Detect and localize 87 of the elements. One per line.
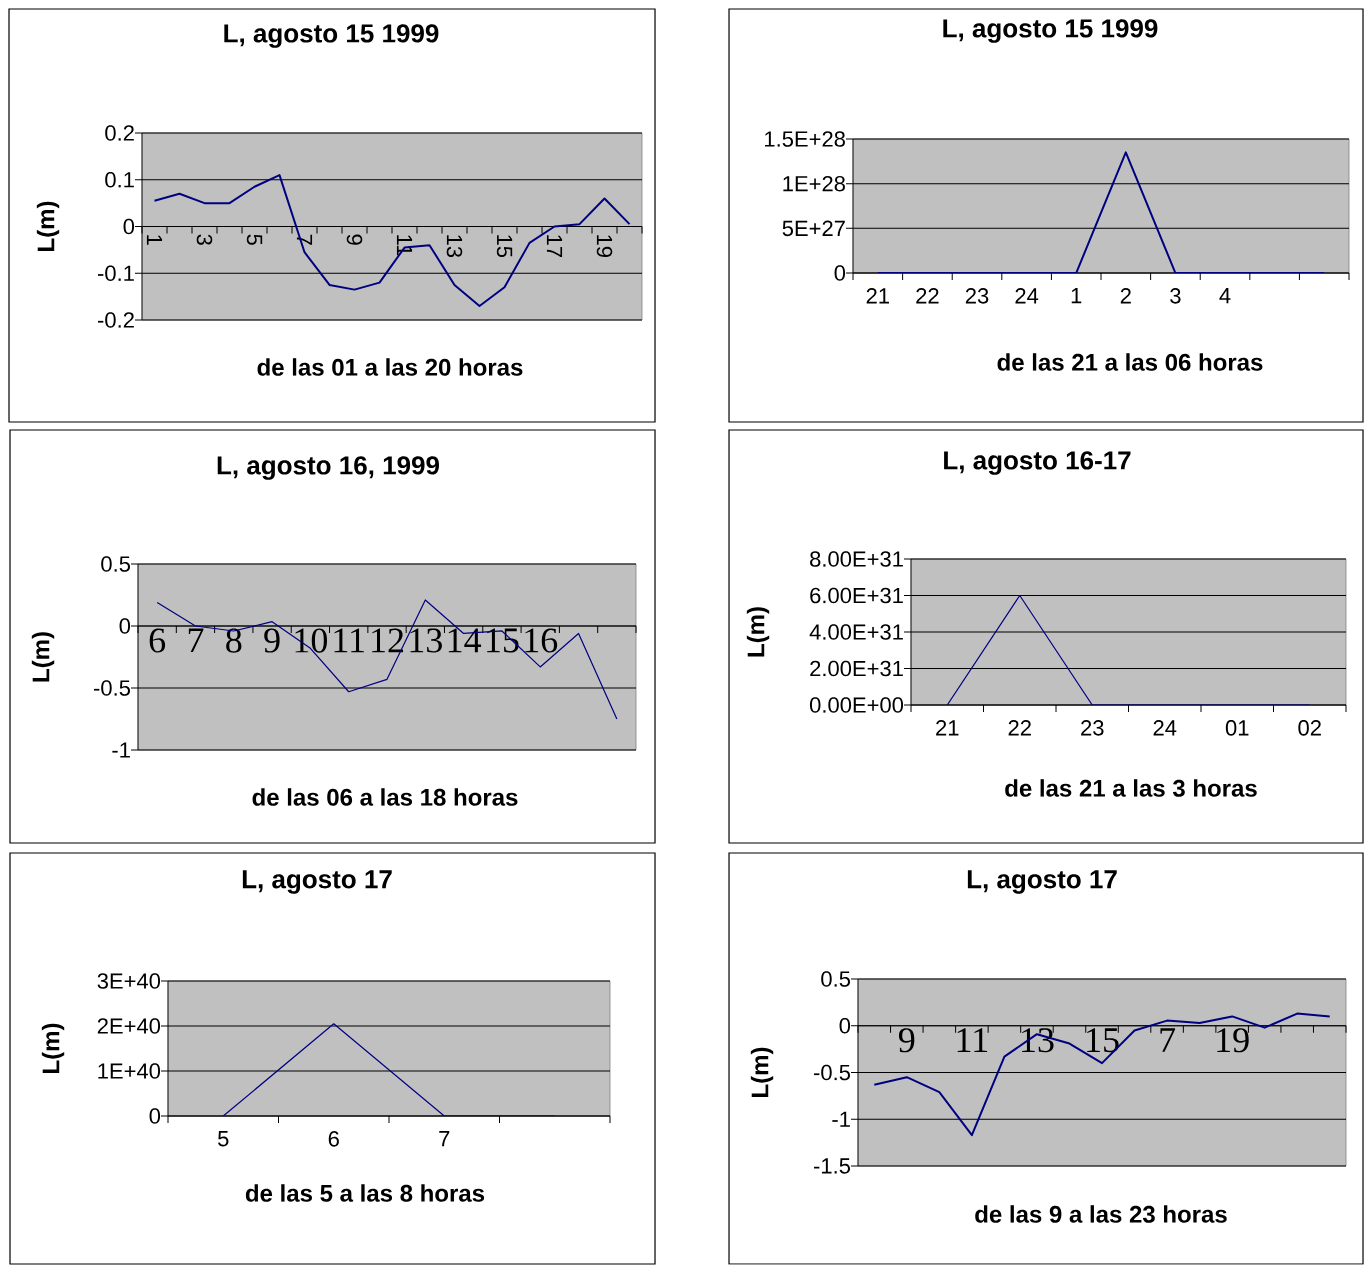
x-axis-title: de las 9 a las 23 horas [975,1205,1227,1223]
y-axis-title: L(m) [750,1047,774,1097]
x-tick-label: 17 [546,235,563,257]
chart-title: L, agosto 15 1999 [224,24,439,48]
x-tick-label: 1 [146,235,163,245]
y-tick-label: 2E+40 [97,1018,161,1034]
x-tick-label: 16 [525,628,558,653]
x-axis-title: de las 5 a las 8 horas [245,1184,485,1202]
y-tick-label: 0.00E+00 [809,697,904,713]
y-tick-label: 3E+40 [97,973,161,989]
chart-title: L, agosto 16, 1999 [217,456,440,480]
x-tick-label: 5 [246,234,263,245]
x-tick-label: 11 [396,235,413,256]
x-tick-label: 9 [898,1028,915,1053]
x-tick-label: 24 [1015,288,1039,304]
x-tick-label: 02 [1298,720,1321,736]
y-tick-label: 0 [119,618,131,634]
y-tick-label: -0.5 [94,680,130,696]
y-tick-label: 0 [834,265,846,281]
x-tick-label: 21 [936,720,959,736]
x-tick-label: 3 [1170,288,1181,304]
x-tick-label: 15 [1087,1028,1119,1053]
chart-title: L, agosto 16-17 [944,451,1131,475]
x-tick-label: 11 [334,628,364,653]
chart-title: L, agosto 17 [967,870,1117,894]
y-tick-label: 1.5E+28 [765,131,845,147]
y-tick-label: 1E+40 [98,1063,161,1079]
x-axis-title: de las 21 a las 06 horas [997,353,1263,371]
y-tick-label: 0.5 [821,971,850,987]
x-tick-label: 22 [1008,720,1031,736]
y-tick-label: 0 [839,1018,851,1034]
x-tick-label: 24 [1153,720,1177,736]
x-tick-label: 19 [596,235,613,258]
x-tick-label: 15 [496,235,513,258]
x-tick-label: 10 [295,628,328,653]
x-tick-label: 2 [1120,288,1131,304]
y-axis-title: L(m) [31,632,55,682]
x-axis-title: de las 21 a las 3 horas [1005,779,1257,797]
x-tick-label: 7 [188,628,204,652]
x-tick-label: 8 [226,628,242,653]
y-tick-label: 0 [149,1108,161,1124]
x-tick-label: 13 [410,628,442,653]
y-tick-label: 1E+28 [783,175,845,192]
x-tick-label: 1 [1071,288,1082,304]
y-tick-label: 5E+27 [782,220,845,237]
y-tick-label: -0.2 [98,312,134,328]
line-series [873,1012,1331,1137]
x-tick-label: 9 [346,234,363,245]
y-tick-label: -1 [832,1111,850,1127]
y-axis-title: L(m) [36,201,60,251]
y-axis-title: L(m) [41,1023,65,1073]
x-tick-label: 01 [1225,720,1249,736]
chart-title: L, agosto 15 1999 [943,19,1158,43]
x-tick-label: 12 [372,628,404,653]
y-tick-label: 8.00E+31 [810,551,903,567]
x-tick-label: 13 [446,235,463,258]
x-tick-label: 11 [957,1028,988,1052]
x-axis-title: de las 01 a las 20 horas [257,358,523,376]
x-tick-label: 7 [296,234,313,245]
x-tick-label: 7 [439,1131,450,1147]
x-tick-label: 23 [1081,720,1104,736]
x-tick-label: 23 [965,288,989,304]
x-tick-label: 9 [264,628,280,653]
x-tick-label: 4 [1219,288,1231,304]
y-tick-label: 0 [123,218,135,235]
y-tick-label: 0.5 [101,556,130,572]
y-tick-label: 6.00E+31 [810,587,903,604]
x-tick-label: 19 [1217,1028,1249,1053]
x-tick-label: 22 [916,288,939,304]
x-tick-label: 6 [149,628,166,653]
x-tick-label: 5 [218,1131,229,1147]
y-tick-label: -1.5 [814,1158,850,1174]
y-tick-label: -1 [112,742,130,758]
y-tick-label: 0.2 [105,125,134,141]
chart-title: L, agosto 17 [242,870,392,894]
y-tick-label: 4.00E+31 [809,624,903,640]
x-axis-title: de las 06 a las 18 horas [252,788,518,806]
y-tick-label: -0.1 [98,265,134,282]
y-axis-title: L(m) [746,607,770,657]
x-tick-label: 14 [448,628,482,653]
y-tick-label: 0.1 [105,171,134,188]
x-tick-label: 21 [866,288,889,304]
x-tick-label: 6 [328,1131,339,1147]
x-tick-label: 3 [196,234,213,245]
y-tick-label: 2.00E+31 [810,660,903,677]
x-tick-label: 7 [1160,1028,1176,1052]
y-tick-label: -0.5 [814,1064,850,1081]
